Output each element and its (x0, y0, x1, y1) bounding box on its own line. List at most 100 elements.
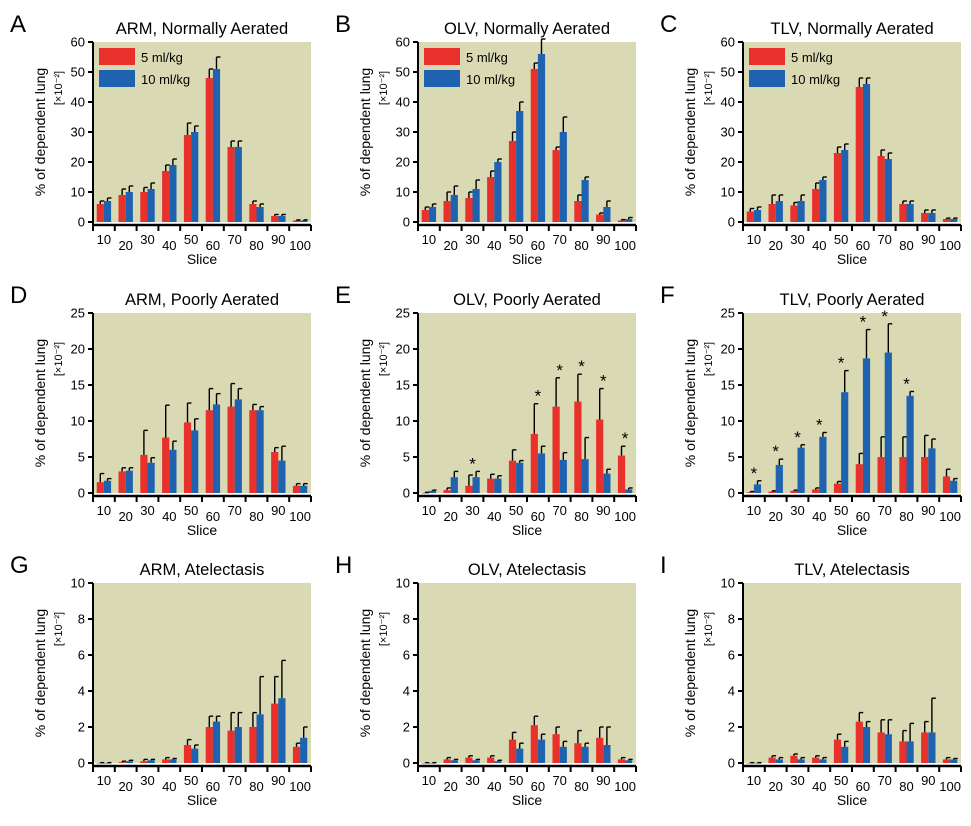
panel-d: D ARM, Poorly Aerated 0 5 10 15 20 25 % of depen… (10, 282, 312, 538)
x-tick-label: 20 (118, 509, 132, 524)
y-tick-label: 5 (78, 450, 85, 465)
x-tick-label: 50 (509, 773, 523, 788)
bar (625, 219, 633, 222)
y-tick-label: 10 (721, 414, 735, 429)
panel-title: ARM, Normally Aerated (116, 20, 288, 38)
legend: 5 ml/kg 10 ml/kg (424, 48, 515, 87)
y-tick-label: 0 (728, 756, 735, 771)
bar (147, 462, 155, 493)
bar (249, 410, 257, 493)
y-tick-label: 20 (721, 155, 735, 170)
x-tick-label: 90 (921, 503, 935, 518)
x-tick-label: 30 (790, 503, 804, 518)
bar (300, 220, 308, 222)
bar (227, 147, 235, 222)
x-tick-label: 10 (747, 773, 761, 788)
bar (537, 739, 546, 763)
y-axis-label: % of dependent lung (682, 68, 698, 196)
x-axis-label: Slice (837, 792, 868, 808)
x-tick-label: 50 (184, 503, 198, 518)
x-tick-label: 40 (812, 509, 826, 524)
bar (906, 204, 914, 222)
bar (942, 476, 951, 493)
panel-title: TLV, Poorly Aerated (780, 291, 925, 309)
bar (537, 54, 546, 222)
y-axis-label: % of dependent lung (357, 609, 373, 737)
x-tick-label: 100 (614, 238, 636, 253)
y-tick-label: 60 (721, 35, 735, 50)
x-axis-label: Slice (187, 522, 218, 538)
bar (465, 485, 473, 493)
panel-title: ARM, Atelectasis (140, 561, 265, 579)
bar (271, 451, 279, 493)
bar (768, 491, 776, 493)
bar (574, 743, 582, 763)
bar (103, 480, 112, 493)
panel-title: TLV, Normally Aerated (770, 20, 933, 38)
bar (855, 464, 863, 493)
significance-star: * (860, 313, 867, 332)
y-tick-label: 10 (71, 414, 85, 429)
bar (942, 759, 951, 763)
x-tick-label: 20 (118, 238, 132, 253)
bar (797, 447, 805, 493)
x-tick-label: 30 (465, 503, 479, 518)
bar (855, 87, 863, 222)
legend: 5 ml/kg 10 ml/kg (99, 48, 190, 87)
panel-title: OLV, Poorly Aerated (453, 291, 601, 309)
bar (819, 436, 827, 493)
x-tick-label: 100 (939, 779, 961, 794)
y-tick-label: 10 (396, 576, 410, 591)
bar (899, 741, 907, 763)
bar (278, 698, 286, 763)
y-tick-label: 0 (78, 756, 85, 771)
legend-swatch (749, 48, 785, 65)
x-tick-label: 90 (271, 503, 285, 518)
x-tick-label: 80 (574, 238, 588, 253)
x-tick-label: 70 (877, 503, 891, 518)
bar (465, 198, 473, 222)
significance-star: * (622, 429, 629, 448)
bar (581, 459, 589, 493)
bar (125, 470, 133, 493)
bar (300, 485, 308, 493)
x-tick-label: 10 (422, 232, 436, 247)
x-tick-label: 90 (596, 773, 610, 788)
y-tick-label: 20 (71, 155, 85, 170)
y-tick-label: 0 (78, 215, 85, 230)
bar (183, 745, 192, 763)
y-tick-label: 0 (78, 486, 85, 501)
bar (819, 180, 827, 222)
panel-f: F TLV, Poorly Aerated 0 5 10 15 20 25 % of depen… (660, 282, 962, 538)
bar (118, 762, 126, 763)
y-axis-label: % of dependent lung (357, 339, 373, 467)
bar (472, 477, 480, 493)
bar (928, 213, 936, 222)
x-tick-label: 10 (422, 503, 436, 518)
x-tick-label: 40 (162, 509, 176, 524)
panel-letter: A (10, 11, 26, 38)
bar (271, 703, 279, 763)
y-tick-label: 15 (71, 378, 85, 393)
bar (516, 748, 524, 763)
significance-star: * (794, 428, 801, 447)
bar (559, 132, 567, 222)
y-tick-label: 15 (721, 378, 735, 393)
x-axis-label: Slice (512, 251, 543, 267)
bar (950, 480, 958, 493)
bar (118, 471, 126, 493)
bar (899, 204, 907, 222)
panel-letter: B (335, 11, 351, 38)
bar (775, 201, 783, 222)
x-tick-label: 10 (747, 232, 761, 247)
bar (775, 759, 783, 763)
x-tick-label: 70 (227, 773, 241, 788)
y-tick-label: 25 (721, 306, 735, 321)
x-tick-label: 30 (140, 503, 154, 518)
bar (603, 745, 611, 763)
panel-letter: C (660, 11, 677, 38)
x-tick-label: 40 (487, 238, 501, 253)
bar (812, 189, 820, 222)
x-tick-label: 20 (443, 779, 457, 794)
